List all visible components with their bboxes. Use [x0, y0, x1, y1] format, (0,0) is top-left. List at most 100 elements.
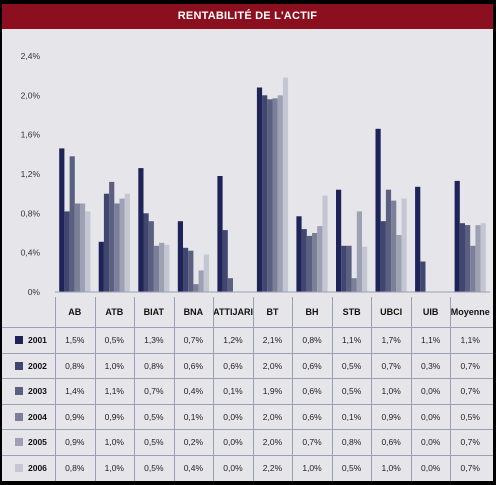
bar-2001-uib	[415, 186, 421, 292]
table-cell: 0,7%	[460, 437, 480, 447]
table-cell: 0,5%	[341, 462, 362, 473]
column-header: UBCI	[380, 307, 403, 317]
table-cell: 0,1%	[223, 386, 243, 396]
table-cell: 0,7%	[460, 360, 480, 371]
legend-swatch-2005	[15, 438, 23, 446]
table-cell: 1,0%	[381, 462, 401, 473]
table-cell: 0,6%	[302, 386, 322, 396]
bar-2005-stb	[356, 211, 362, 292]
bar-2005-bna	[198, 270, 204, 292]
table-cell: 0,6%	[223, 360, 243, 371]
table-cell: 1,0%	[104, 437, 124, 447]
table-row-divider	[2, 327, 493, 328]
bar-2006-bna	[203, 254, 209, 292]
table-cell: 1,0%	[104, 360, 124, 371]
table-cell: 0,8%	[302, 335, 322, 345]
row-year-label: 2005	[28, 437, 47, 447]
table-cell: 1,5%	[65, 335, 85, 345]
bar-2003-atb	[109, 181, 115, 292]
column-header: BNA	[183, 307, 204, 317]
bar-2006-moyenne	[480, 223, 486, 292]
table-column-divider	[410, 297, 412, 481]
table-column-divider	[292, 297, 294, 481]
bar-2001-atb	[98, 241, 104, 292]
bar-2003-ab	[69, 156, 75, 292]
bar-2003-attijari	[227, 278, 233, 292]
table-cell: 0,4%	[183, 462, 204, 473]
bar-2001-ubci	[375, 128, 381, 292]
bar-2003-moyenne	[465, 225, 471, 292]
bar-2002-ubci	[380, 221, 386, 292]
column-header: UIB	[422, 307, 439, 317]
bar-2004-atb	[114, 203, 120, 292]
table-row-divider	[2, 429, 493, 430]
table-cell: 1,4%	[65, 386, 85, 396]
legend-swatch-2002	[15, 361, 23, 370]
table-cell: 1,1%	[104, 386, 124, 396]
bar-2004-bna	[193, 284, 199, 292]
table-column-divider	[450, 297, 452, 481]
legend-swatch-2004	[15, 412, 23, 421]
column-header: STB	[342, 307, 361, 317]
bar-2005-atb	[119, 198, 125, 292]
bar-2006-ab	[85, 211, 91, 292]
table-cell: 0,7%	[183, 335, 204, 345]
table-cell: 2,1%	[262, 335, 283, 345]
table-cell: 0,9%	[381, 411, 401, 422]
table-cell: 1,2%	[223, 335, 243, 345]
bar-2001-bna	[177, 221, 183, 292]
bar-2001-bh	[296, 216, 302, 292]
y-tick-label: 0,4%	[21, 248, 41, 258]
table-cell: 0,8%	[65, 462, 85, 473]
data-table: AB ATB BIAT BNA ATTIJARI BT BH STB UBCI UIB Moyenn…	[2, 297, 493, 481]
table-cell: 0,8%	[144, 360, 164, 371]
bar-2001-attijari	[217, 176, 223, 292]
table-cell: 0,1%	[183, 411, 204, 422]
table-cell: 0,3%	[420, 360, 441, 371]
bar-2002-biat	[143, 213, 149, 292]
table-row-divider	[2, 352, 493, 354]
table-cell: 1,7%	[381, 335, 401, 345]
row-year-label: 2004	[28, 411, 47, 422]
table-cell: 0,9%	[104, 411, 124, 422]
bar-2006-bh	[322, 195, 328, 292]
table-cell: 0,9%	[65, 411, 85, 422]
column-header: Moyenne	[450, 307, 490, 317]
table-row-divider	[2, 454, 493, 456]
bar-2005-biat	[159, 242, 165, 292]
table-column-divider	[213, 297, 215, 481]
bar-2002-ab	[64, 211, 70, 292]
column-header: BT	[266, 307, 279, 317]
table-cell: 2,2%	[262, 462, 283, 473]
table-cell: 0,1%	[341, 411, 362, 422]
column-header: AB	[68, 307, 82, 317]
bar-2006-bt	[282, 77, 289, 292]
table-cell: 0,5%	[144, 462, 164, 473]
table-cell: 0,6%	[302, 360, 322, 371]
bar-2001-stb	[336, 189, 342, 292]
table-column-divider	[252, 297, 254, 481]
table-cell: 1,1%	[420, 335, 441, 345]
table-cell: 2,0%	[262, 437, 283, 447]
table-cell: 2,0%	[262, 360, 283, 371]
table-cell: 0,8%	[65, 360, 85, 371]
table-column-divider	[55, 297, 56, 481]
bar-2004-biat	[153, 245, 160, 292]
bar-2004-stb	[351, 278, 357, 292]
table-row-divider	[2, 403, 493, 405]
column-header: BH	[305, 307, 319, 317]
bar-2002-bna	[183, 247, 189, 293]
bar-2004-moyenne	[470, 245, 476, 292]
table-row-divider	[2, 378, 493, 379]
y-tick-label: 0%	[28, 287, 41, 297]
column-header: BIAT	[143, 307, 165, 317]
table-cell: 0,0%	[420, 386, 441, 396]
table-cell: 1,0%	[104, 462, 124, 473]
table-cell: 0,0%	[223, 437, 243, 447]
table-cell: 0,0%	[223, 462, 243, 473]
table-cell: 0,5%	[144, 437, 164, 447]
bar-2002-attijari	[222, 230, 228, 292]
bar-2006-ubci	[401, 198, 407, 292]
table-cell: 0,7%	[460, 386, 480, 396]
table-cell: 0,6%	[381, 437, 401, 447]
